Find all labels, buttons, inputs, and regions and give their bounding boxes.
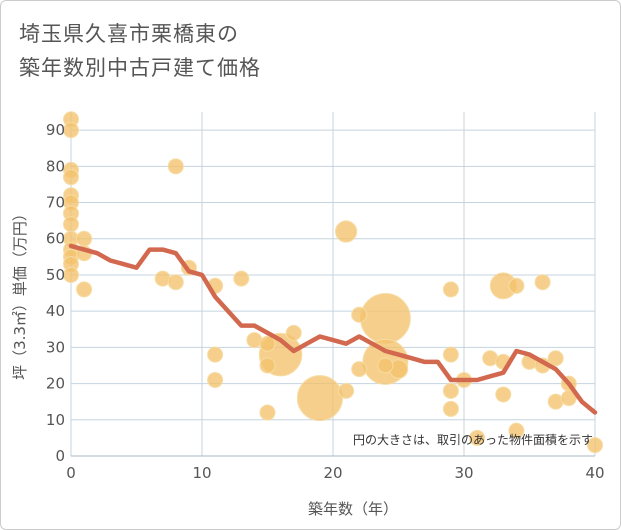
bubble-point [360,293,411,344]
bubble-point [482,350,499,367]
size-note: 円の大きさは、取引のあった物件面積を示す [353,432,593,447]
chart-title-line-2: 築年数別中古戸建て価格 [19,56,261,80]
bubble-point [167,274,184,291]
bubble-point [63,216,79,233]
bubble-point [547,393,564,410]
bubble-point [246,332,263,349]
bubble-point [495,386,512,403]
y-tick-label: 0 [55,447,65,465]
x-tick-label: 0 [66,464,76,482]
trend-line [68,243,598,415]
bubble-point [296,375,343,422]
bubble-point [167,158,184,175]
bubble-point [76,230,93,247]
bubble-point [76,281,93,298]
bubble-point [377,357,394,374]
bubble-point [63,122,79,139]
bubble-point [442,400,459,417]
bubble-point [233,270,250,287]
y-tick-label: 50 [46,266,65,284]
bubble-point [469,429,486,446]
bubble-point [154,270,171,287]
trend-line-series [68,243,598,415]
bubble-point [508,277,525,294]
bubble-point [63,169,79,186]
y-tick-label: 60 [46,230,65,248]
bubble-point [259,404,276,421]
x-tick-label: 10 [192,464,211,482]
bubble-point [338,382,355,399]
chart-title-line-1: 埼玉県久喜市栗橋東の [19,22,239,46]
bubble-point [351,361,368,378]
bubble-series [63,111,603,454]
bubble-point [334,220,358,243]
bubble-point [207,371,224,388]
y-tick-label: 40 [46,302,65,320]
bubble-point [587,437,603,454]
x-tick-label: 20 [323,464,342,482]
bubble-point [442,382,459,399]
bubble-point [560,390,577,407]
bubble-point [547,350,564,367]
x-axis-title: 築年数（年） [308,500,398,518]
bubble-point [259,357,276,374]
bubble-point [534,274,551,291]
bubble-point [351,306,368,323]
y-tick-label: 90 [46,121,65,139]
chart-title: 埼玉県久喜市栗橋東の 築年数別中古戸建て価格 [19,17,261,85]
bubble-point [285,324,302,341]
bubble-point [508,422,525,439]
y-tick-label: 10 [46,411,65,429]
y-tick-label: 20 [46,375,65,393]
bubble-point [442,281,459,298]
bubble-point [259,335,276,352]
y-tick-label: 70 [46,194,65,212]
x-tick-label: 40 [585,464,604,482]
grid-lines [70,112,596,457]
y-tick-label: 30 [46,338,65,356]
bubble-point [63,266,79,283]
axis-ticks: 0 10 20 30 40 50 60 70 80 90 0 10 20 30 40 [46,121,605,482]
y-axis-title: 坪（3.3㎡）単価（万円） [11,206,29,380]
x-tick-label: 30 [454,464,473,482]
bubble-point [207,346,224,363]
y-tick-label: 80 [46,157,65,175]
bubble-point [442,346,459,363]
